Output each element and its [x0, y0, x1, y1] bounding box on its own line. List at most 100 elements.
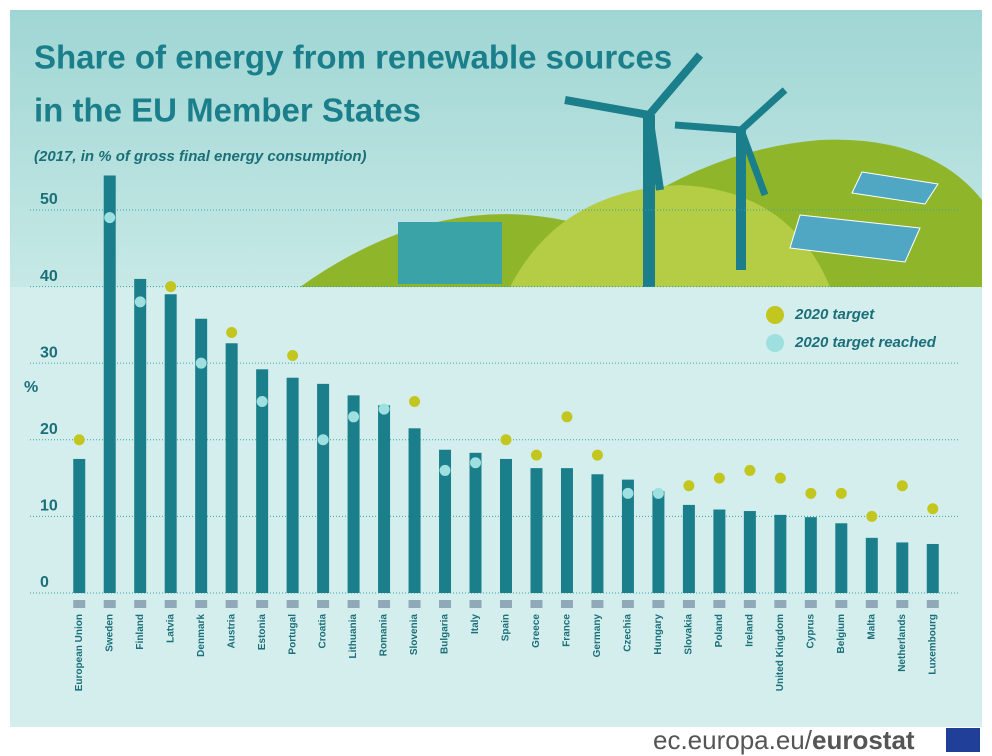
- source: eurostat: [812, 725, 915, 755]
- bar: [103, 175, 116, 593]
- x-tick-label: Bulgaria: [440, 614, 451, 654]
- legend-label: 2020 target reached: [794, 334, 937, 351]
- flag: [73, 600, 86, 608]
- x-tick-label: Estonia: [257, 614, 268, 651]
- bar: [713, 509, 726, 593]
- y-tick-label: 40: [40, 268, 58, 285]
- flag: [926, 600, 939, 608]
- target-dot: [896, 480, 908, 492]
- flag: [408, 600, 421, 608]
- bar: [743, 511, 756, 593]
- y-tick-label: 50: [40, 191, 58, 208]
- legend-label: 2020 target: [794, 306, 875, 323]
- bar: [347, 395, 360, 593]
- x-tick-label: Latvia: [165, 614, 176, 643]
- bar: [408, 428, 421, 593]
- x-tick-label: Spain: [501, 614, 512, 641]
- x-tick-label: Portugal: [287, 614, 298, 655]
- x-tick-label: France: [562, 614, 573, 647]
- bar: [500, 458, 512, 593]
- flag: [317, 600, 330, 608]
- x-tick-label: Romania: [379, 614, 390, 657]
- x-tick-label: Slovakia: [684, 614, 695, 655]
- flag: [774, 600, 787, 608]
- bar: [317, 383, 330, 593]
- target-dot: [866, 510, 878, 522]
- x-tick-label: Sweden: [104, 614, 115, 652]
- flag: [591, 600, 604, 608]
- flag: [256, 600, 269, 608]
- bar: [286, 377, 299, 593]
- flag: [164, 600, 177, 608]
- bar: [469, 452, 482, 593]
- y-tick-label: 20: [40, 421, 58, 438]
- x-tick-label: Slovenia: [409, 614, 420, 656]
- target-dot: [439, 464, 451, 476]
- target-dot: [561, 411, 573, 423]
- x-tick-label: Czechia: [623, 614, 634, 652]
- flag: [286, 600, 299, 608]
- flag: [103, 600, 116, 608]
- turbine: [736, 130, 746, 270]
- x-tick-label: Hungary: [653, 614, 664, 655]
- target-dot: [348, 411, 360, 423]
- flag: [469, 600, 482, 608]
- source: ec.europa.eu/: [653, 725, 813, 755]
- bar: [164, 294, 177, 593]
- bar: [530, 468, 543, 593]
- target-dot: [73, 434, 85, 446]
- bar: [652, 491, 665, 593]
- x-tick-label: Ireland: [745, 614, 756, 647]
- target-dot: [195, 357, 207, 369]
- x-tick-label: Croatia: [318, 614, 329, 649]
- target-dot: [500, 434, 512, 446]
- x-tick-label: Germany: [592, 614, 603, 658]
- x-tick-label: Belgium: [836, 614, 847, 654]
- flag: [134, 600, 147, 608]
- x-tick-label: Cyprus: [805, 614, 816, 649]
- target-dot: [287, 350, 299, 362]
- flag: [804, 600, 817, 608]
- bar: [774, 514, 787, 593]
- target-dot: [774, 472, 786, 484]
- bar: [591, 474, 604, 593]
- turbine-blades: [674, 87, 788, 197]
- legend-marker: [766, 334, 784, 352]
- chart-title: in the EU Member States: [34, 92, 421, 129]
- target-dot: [530, 449, 542, 461]
- target-dot: [591, 449, 603, 461]
- target-dot: [470, 457, 482, 469]
- x-tick-label: Luxembourg: [927, 614, 938, 675]
- flag: [378, 600, 391, 608]
- chart-title: Share of energy from renewable sources: [34, 39, 672, 76]
- target-dot: [226, 327, 238, 339]
- flag: [865, 600, 878, 608]
- chart-subtitle: (2017, in % of gross final energy consum…: [34, 148, 367, 165]
- bar: [378, 405, 391, 593]
- solar-panel: [789, 214, 921, 263]
- turbine-blades: [564, 52, 704, 191]
- bar: [835, 523, 848, 593]
- x-tick-label: Austria: [226, 614, 237, 649]
- flag: [835, 600, 848, 608]
- bar: [256, 369, 269, 593]
- bar: [621, 479, 634, 593]
- target-dot: [409, 395, 421, 407]
- target-dot: [104, 212, 116, 224]
- flag: [652, 600, 665, 608]
- bar: [195, 318, 208, 593]
- bar: [73, 458, 86, 593]
- bar: [804, 517, 817, 593]
- flag: [743, 600, 756, 608]
- bar: [560, 468, 573, 593]
- flag: [439, 600, 452, 608]
- flag: [347, 600, 360, 608]
- y-axis-label: %: [24, 379, 38, 396]
- hill: [510, 185, 830, 287]
- solar-panel: [851, 171, 939, 205]
- y-tick-label: 30: [40, 344, 58, 361]
- target-dot: [256, 395, 268, 407]
- x-tick-label: United Kingdom: [775, 614, 786, 691]
- x-tick-label: European Union: [74, 614, 85, 691]
